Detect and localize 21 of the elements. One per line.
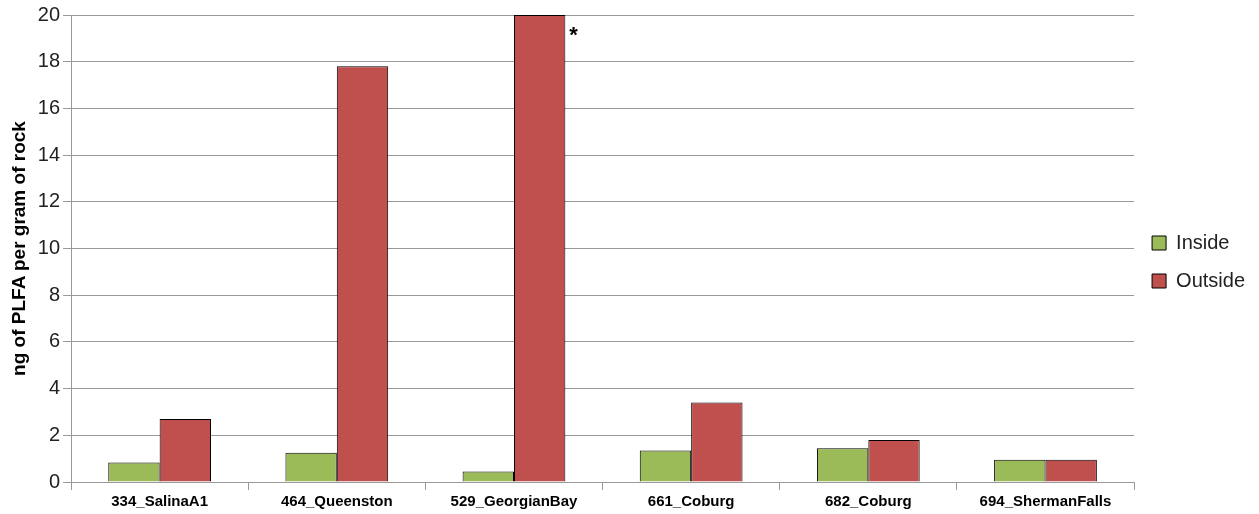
y-tick-label: 20 — [37, 2, 61, 25]
y-tick-label: 0 — [48, 469, 61, 492]
legend-label: Outside — [1176, 268, 1246, 291]
y-tick-label: 6 — [48, 329, 61, 352]
annotation: * — [569, 22, 579, 48]
x-tick-label: 682_Coburg — [824, 492, 912, 510]
x-tick-label: 464_Queenston — [280, 492, 393, 510]
y-tick-label: 12 — [37, 189, 61, 212]
y-tick-label: 14 — [37, 142, 61, 165]
y-tick-label: 8 — [48, 282, 61, 305]
y-tick-label: 2 — [48, 422, 61, 445]
y-tick-label: 18 — [37, 49, 61, 72]
y-tick-label: 4 — [48, 376, 61, 399]
x-tick-label: 334_SalinaA1 — [111, 492, 208, 510]
y-tick-label: 10 — [37, 236, 61, 259]
x-tick-label: 529_GeorgianBay — [450, 492, 578, 510]
y-axis-title: ng of PLFA per gram of rock — [7, 120, 29, 376]
x-tick-label: 661_Coburg — [647, 492, 735, 510]
x-tick-label: 694_ShermanFalls — [979, 492, 1112, 510]
y-tick-label: 16 — [37, 95, 61, 118]
legend-label: Inside — [1176, 230, 1230, 253]
